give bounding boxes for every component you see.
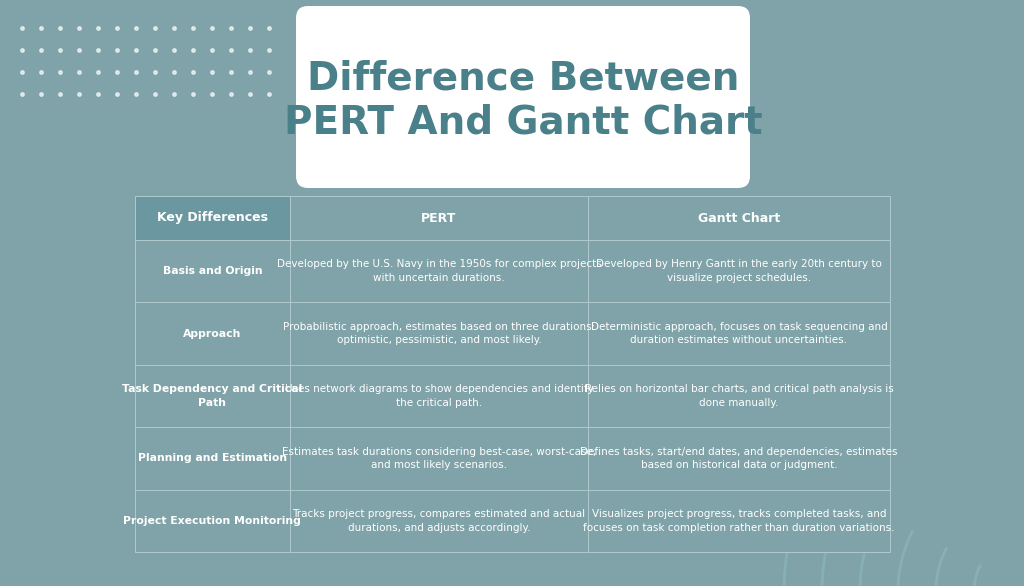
FancyBboxPatch shape xyxy=(296,6,750,188)
FancyBboxPatch shape xyxy=(135,365,290,427)
Text: Estimates task durations considering best-case, worst-case,
and most likely scen: Estimates task durations considering bes… xyxy=(282,447,596,470)
Text: Gantt Chart: Gantt Chart xyxy=(698,212,780,224)
Text: Probabilistic approach, estimates based on three durations:
optimistic, pessimis: Probabilistic approach, estimates based … xyxy=(283,322,595,345)
Text: Tracks project progress, compares estimated and actual
durations, and adjusts ac: Tracks project progress, compares estima… xyxy=(292,509,586,533)
FancyBboxPatch shape xyxy=(290,240,588,302)
Text: Task Dependency and Critical
Path: Task Dependency and Critical Path xyxy=(122,384,302,408)
Text: Key Differences: Key Differences xyxy=(157,212,268,224)
Text: Deterministic approach, focuses on task sequencing and
duration estimates withou: Deterministic approach, focuses on task … xyxy=(591,322,888,345)
Text: Developed by the U.S. Navy in the 1950s for complex projects
with uncertain dura: Developed by the U.S. Navy in the 1950s … xyxy=(276,260,601,283)
Text: PERT: PERT xyxy=(421,212,457,224)
FancyBboxPatch shape xyxy=(588,365,890,427)
FancyBboxPatch shape xyxy=(135,196,290,240)
FancyBboxPatch shape xyxy=(135,427,290,489)
FancyBboxPatch shape xyxy=(588,302,890,365)
Text: Approach: Approach xyxy=(183,329,242,339)
FancyBboxPatch shape xyxy=(588,240,890,302)
FancyBboxPatch shape xyxy=(290,489,588,552)
FancyBboxPatch shape xyxy=(135,489,290,552)
Text: Project Execution Monitoring: Project Execution Monitoring xyxy=(124,516,301,526)
FancyBboxPatch shape xyxy=(290,302,588,365)
Text: Relies on horizontal bar charts, and critical path analysis is
done manually.: Relies on horizontal bar charts, and cri… xyxy=(585,384,893,408)
FancyBboxPatch shape xyxy=(290,196,588,240)
FancyBboxPatch shape xyxy=(290,365,588,427)
FancyBboxPatch shape xyxy=(290,427,588,489)
Text: Basis and Origin: Basis and Origin xyxy=(163,266,262,276)
FancyBboxPatch shape xyxy=(135,302,290,365)
Text: PERT And Gantt Chart: PERT And Gantt Chart xyxy=(284,104,762,142)
FancyBboxPatch shape xyxy=(135,240,290,302)
Text: Defines tasks, start/end dates, and dependencies, estimates
based on historical : Defines tasks, start/end dates, and depe… xyxy=(581,447,898,470)
Text: Developed by Henry Gantt in the early 20th century to
visualize project schedule: Developed by Henry Gantt in the early 20… xyxy=(596,260,882,283)
FancyBboxPatch shape xyxy=(588,196,890,240)
Text: Visualizes project progress, tracks completed tasks, and
focuses on task complet: Visualizes project progress, tracks comp… xyxy=(584,509,895,533)
Text: Uses network diagrams to show dependencies and identify
the critical path.: Uses network diagrams to show dependenci… xyxy=(285,384,593,408)
Text: Planning and Estimation: Planning and Estimation xyxy=(138,454,287,464)
Text: Difference Between: Difference Between xyxy=(307,60,739,98)
FancyBboxPatch shape xyxy=(588,489,890,552)
FancyBboxPatch shape xyxy=(588,427,890,489)
